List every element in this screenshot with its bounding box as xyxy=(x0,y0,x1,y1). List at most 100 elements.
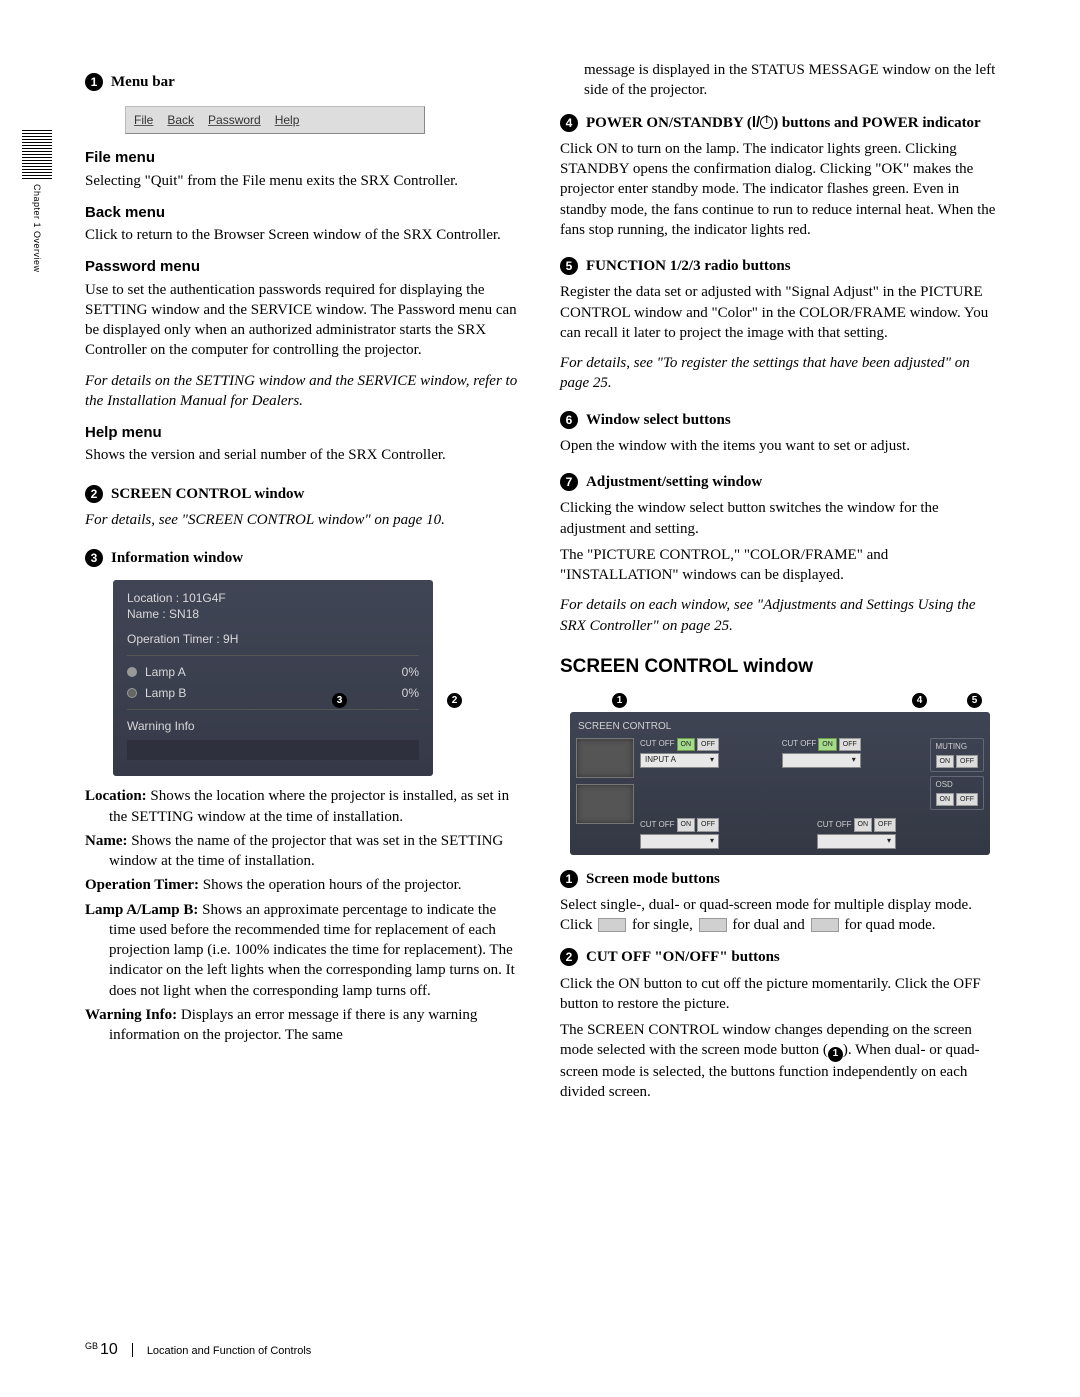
mode-dual-icon xyxy=(699,918,727,932)
info-location-value: 101G4F xyxy=(182,591,225,605)
screen-control-figure: 1 2 3 4 5 SCREEN CONTROL CUT OFFON xyxy=(570,693,990,854)
ref-callout-1: 1 xyxy=(828,1047,843,1062)
scw-off-3[interactable]: OFF xyxy=(697,818,719,831)
scw-heading: SCREEN CONTROL window xyxy=(560,654,1000,680)
menu-back[interactable]: Back xyxy=(167,112,194,128)
scw1-title: Screen mode buttons xyxy=(586,869,720,889)
information-window: Location : 101G4F Name : SN18 Operation … xyxy=(113,580,433,776)
sec7-body2: The "PICTURE CONTROL," "COLOR/FRAME" and… xyxy=(560,545,1000,586)
side-tab-label: Chapter 1 Overview xyxy=(31,184,43,273)
page-footer: GB10 Location and Function of Controls xyxy=(0,1339,1080,1361)
help-menu-body: Shows the version and serial number of t… xyxy=(85,445,525,465)
sec2-title: SCREEN CONTROL window xyxy=(111,484,304,504)
info-name: Name : SN18 xyxy=(127,606,419,622)
chevron-down-icon: ▾ xyxy=(852,755,856,766)
scw-osd-label: OSD xyxy=(936,780,979,791)
scw-on-1[interactable]: ON xyxy=(677,738,696,751)
sec7-title: Adjustment/setting window xyxy=(586,472,762,492)
scw-osd-on[interactable]: ON xyxy=(936,793,955,806)
scw-cutoff-lbl-1: CUT OFF xyxy=(640,739,675,750)
scw-seg-mid-top: CUT OFFONOFF ▾ xyxy=(782,738,861,768)
lamp-a-pct: 0% xyxy=(402,664,419,680)
lamp-a-label: Lamp A xyxy=(145,665,186,679)
chevron-down-icon: ▾ xyxy=(710,755,714,766)
scw-thumb-1[interactable] xyxy=(576,738,634,778)
info-warning-label: Warning Info xyxy=(127,718,419,734)
file-menu-body: Selecting "Quit" from the File menu exit… xyxy=(85,171,525,191)
password-menu-note: For details on the SETTING window and th… xyxy=(85,371,525,412)
scw-drop-3[interactable]: ▾ xyxy=(640,834,719,849)
scw2-header: 2 CUT OFF "ON/OFF" buttons xyxy=(560,947,1000,967)
callout-4: 4 xyxy=(560,114,578,132)
sec3-title: Information window xyxy=(111,548,243,568)
right-column: message is displayed in the STATUS MESSA… xyxy=(560,60,1000,1230)
scw-osd-off[interactable]: OFF xyxy=(956,793,978,806)
page-columns: 1 Menu bar File Back Password Help File … xyxy=(85,60,1000,1230)
scw-drop-4[interactable]: ▾ xyxy=(817,834,896,849)
scw-panel-title: SCREEN CONTROL xyxy=(578,720,984,734)
footer-gb: GB xyxy=(85,1341,98,1351)
scw-num-1: 1 xyxy=(560,870,578,888)
warning-continuation: message is displayed in the STATUS MESSA… xyxy=(560,60,1000,101)
sec2-note: For details, see "SCREEN CONTROL window"… xyxy=(85,510,525,530)
scw-drop-2[interactable]: ▾ xyxy=(782,753,861,768)
scw-input-a[interactable]: INPUT A ▾ xyxy=(640,753,719,768)
def-location: Location: Shows the location where the p… xyxy=(85,786,525,827)
scw-callout-1: 1 xyxy=(612,693,627,708)
mode-quad-icon xyxy=(811,918,839,932)
scw-thumb-2[interactable] xyxy=(576,784,634,824)
menu-file[interactable]: File xyxy=(134,112,153,128)
sec6-body: Open the window with the items you want … xyxy=(560,436,1000,456)
scw-num-2: 2 xyxy=(560,948,578,966)
scw-off-2[interactable]: OFF xyxy=(839,738,861,751)
menu-help[interactable]: Help xyxy=(275,112,300,128)
info-lamp-a-row: Lamp A 0% xyxy=(127,664,419,680)
info-optimer: Operation Timer : 9H xyxy=(127,631,419,647)
lamp-b-label: Lamp B xyxy=(145,686,186,700)
scw-cutoff-lbl-4: CUT OFF xyxy=(817,820,852,831)
sec5-title: FUNCTION 1/2/3 radio buttons xyxy=(586,256,791,276)
info-location-label: Location : xyxy=(127,591,179,605)
def-name: Name: Shows the name of the projector th… xyxy=(85,831,525,872)
callout-5: 5 xyxy=(560,257,578,275)
sec4-io: l/ xyxy=(752,114,760,131)
def-location-text: Shows the location where the projector i… xyxy=(109,788,509,824)
info-location: Location : 101G4F xyxy=(127,590,419,606)
sec2-header: 2 SCREEN CONTROL window xyxy=(85,484,525,504)
chapter-side-tab: Chapter 1 Overview xyxy=(18,130,56,273)
power-icon xyxy=(760,116,773,129)
scw-off-1[interactable]: OFF xyxy=(697,738,719,751)
scw-muting-on[interactable]: ON xyxy=(936,755,955,768)
scw1-body-b: for single, xyxy=(628,917,696,933)
scw2-body2: The SCREEN CONTROL window changes depend… xyxy=(560,1020,1000,1102)
lamp-b-indicator xyxy=(127,688,137,698)
sec3-header: 3 Information window xyxy=(85,548,525,568)
scw2-body1: Click the ON button to cut off the pictu… xyxy=(560,974,1000,1015)
callout-2: 2 xyxy=(85,485,103,503)
chevron-down-icon: ▾ xyxy=(710,836,714,847)
scw-on-3[interactable]: ON xyxy=(677,818,696,831)
scw-seg-left-top: CUT OFFONOFF INPUT A ▾ xyxy=(640,738,719,768)
scw1-header: 1 Screen mode buttons xyxy=(560,869,1000,889)
def-name-text: Shows the name of the projector that was… xyxy=(109,833,503,869)
scw-muting-off[interactable]: OFF xyxy=(956,755,978,768)
scw-callout-4: 4 xyxy=(912,693,927,708)
callout-7: 7 xyxy=(560,473,578,491)
back-menu-heading: Back menu xyxy=(85,203,525,223)
scw-seg-mid-bot: CUT OFFONOFF ▾ xyxy=(817,818,896,848)
menu-password[interactable]: Password xyxy=(208,112,261,128)
footer-page-number: 10 xyxy=(100,1341,118,1358)
scw-on-4[interactable]: ON xyxy=(854,818,873,831)
footer-separator xyxy=(132,1343,133,1357)
chevron-down-icon: ▾ xyxy=(887,836,891,847)
scw-cutoff-lbl-3: CUT OFF xyxy=(640,820,675,831)
scw-off-4[interactable]: OFF xyxy=(874,818,896,831)
sec7-body1: Clicking the window select button switch… xyxy=(560,498,1000,539)
left-column: 1 Menu bar File Back Password Help File … xyxy=(85,60,525,1230)
sec4-title-a: POWER ON/STANDBY ( xyxy=(586,115,752,131)
sec5-header: 5 FUNCTION 1/2/3 radio buttons xyxy=(560,256,1000,276)
scw-input-a-label: INPUT A xyxy=(645,755,676,766)
sec1-header: 1 Menu bar xyxy=(85,72,525,92)
sec1-title: Menu bar xyxy=(111,72,175,92)
scw-on-2[interactable]: ON xyxy=(818,738,837,751)
